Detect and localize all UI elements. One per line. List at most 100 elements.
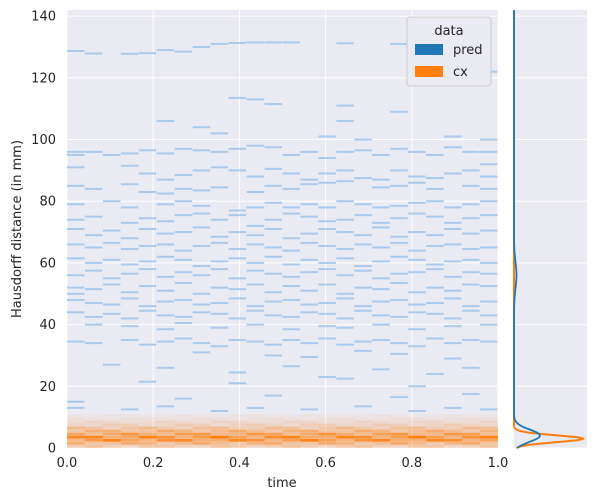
pred-cell [282,153,300,156]
cx-cell [372,438,391,442]
pred-cell [210,286,229,289]
pred-cell [120,297,139,300]
pred-cell [174,50,193,53]
pred-cell [210,260,229,263]
pred-cell [67,286,85,289]
cx-cell [300,441,319,445]
cx-cell [264,432,283,436]
cx-cell [264,420,283,424]
cx-cell [318,426,337,430]
cx-cell [444,444,463,448]
pred-cell [390,298,408,301]
cx-cell [192,438,211,442]
cx-cell [210,417,229,421]
pred-cell [246,305,265,308]
cx-cell [84,420,103,424]
cx-cell [246,426,265,430]
pred-cell [120,248,139,251]
pred-cell [444,260,462,263]
cx-cell [174,423,193,427]
cx-cell [336,435,355,439]
pred-cell [138,260,157,263]
pred-cell [372,153,390,156]
cx-cell [408,435,427,439]
cx-cell [228,426,247,430]
pred-cell [84,234,103,237]
cx-cell [102,429,121,433]
pred-cell [102,303,121,306]
cx-cell [67,423,85,427]
cx-cell [174,444,193,448]
cx-cell [318,435,337,439]
cx-cell [282,423,301,427]
y-tick-label: 0 [48,442,56,457]
cx-cell [390,429,409,433]
cx-cell [282,441,301,445]
y-tick-label: 80 [39,195,56,210]
pred-cell [354,138,372,141]
cx-cell [444,432,463,436]
pred-cell [228,214,247,217]
cx-cell [120,420,139,424]
pred-cell [210,42,229,45]
pred-cell [138,52,157,55]
cx-cell [480,426,498,430]
cx-cell [372,432,391,436]
cx-cell [138,438,157,442]
cx-cell [156,420,175,424]
cx-cell [265,414,283,417]
cx-cell [462,414,481,418]
pred-cell [210,312,229,315]
cx-cell [102,435,121,439]
cx-cell [192,432,211,436]
cx-cell [246,414,265,418]
pred-cell [282,285,300,288]
pred-cell [120,221,139,224]
pred-cell [174,322,193,325]
pred-cell [138,268,157,271]
cx-cell [408,417,427,421]
pred-cell [300,183,318,186]
cx-cell [264,417,283,421]
y-tick-label: 120 [31,71,56,86]
cx-cell [462,438,481,442]
pred-cell [462,217,480,220]
cx-cell [354,420,373,424]
pred-cell [84,52,103,55]
cx-cell [426,426,445,430]
cx-cell [336,438,355,442]
pred-cell [246,206,265,209]
pred-cell [480,272,498,275]
cx-cell [138,441,157,445]
pred-cell [102,229,121,232]
pred-cell [444,357,462,360]
pred-cell [426,372,444,375]
pred-cell [120,272,139,275]
pred-cell [318,157,336,160]
cx-cell [336,426,355,430]
legend-label-pred: pred [453,43,483,58]
pred-cell [174,147,193,150]
pred-cell [408,249,426,252]
pred-cell [156,289,175,292]
pred-cell [372,221,390,224]
cx-cell [300,429,319,433]
cx-cell [139,414,157,417]
cx-cell [354,432,373,436]
pred-cell [336,200,354,203]
cx-cell [192,444,211,448]
cx-cell [84,429,103,433]
cx-cell [264,438,283,442]
pred-cell [300,203,318,206]
cx-cell [354,435,373,439]
cx-cell [318,432,337,436]
pred-cell [174,397,193,400]
cx-cell [67,435,85,439]
pred-cell [282,172,300,175]
pred-cell [318,206,336,209]
cx-cell [300,432,319,436]
pred-cell [390,281,408,284]
pred-cell [174,214,193,217]
pred-cell [174,231,193,234]
cx-cell [372,441,391,445]
